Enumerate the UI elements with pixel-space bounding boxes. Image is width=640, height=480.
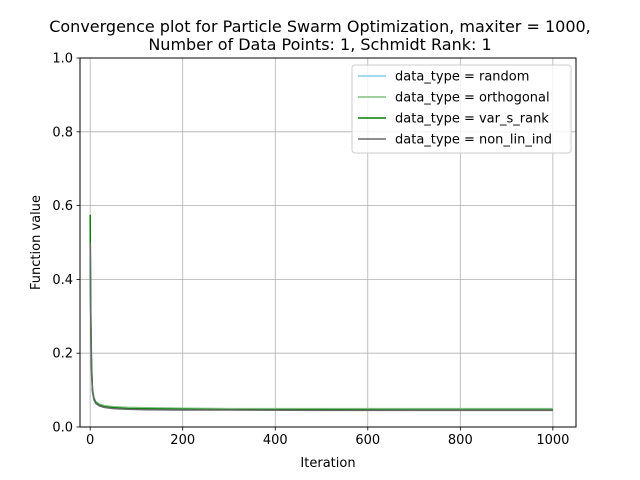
series-lines — [89, 214, 553, 412]
plot-frame — [79, 57, 577, 428]
y-tick-label: 1.0 — [52, 52, 73, 67]
x-tick-label: 1000 — [536, 433, 569, 448]
y-tick-label: 0.2 — [52, 347, 73, 362]
x-tick-label: 200 — [170, 433, 195, 448]
chart-title-line-1: Convergence plot for Particle Swarm Opti… — [49, 17, 591, 36]
legend-box — [351, 64, 572, 154]
legend-label: data_type = var_s_rank — [395, 112, 549, 127]
x-axis-label: Iteration — [300, 456, 355, 471]
x-tick-label: 800 — [448, 433, 473, 448]
legend-label: data_type = random — [395, 70, 529, 85]
legend-label: data_type = non_lin_ind — [395, 133, 552, 148]
x-tick-label: 600 — [355, 433, 380, 448]
legend-label: data_type = orthogonal — [395, 91, 550, 106]
y-tick-label: 0.4 — [52, 273, 73, 288]
y-tick-label: 0.6 — [52, 199, 73, 214]
x-tick-label: 400 — [263, 433, 288, 448]
y-axis-label: Function value — [29, 195, 44, 290]
axis-ticks: 0 200 400 600 800 1000 0.0 0.2 0.4 0.6 0.8 1.0 — [52, 52, 569, 449]
y-tick-label: 0.0 — [52, 421, 73, 436]
chart-title-line-2: Number of Data Points: 1, Schmidt Rank: … — [148, 35, 491, 54]
x-tick-label: 0 — [86, 433, 94, 448]
legend: data_type = random data_type = orthogonal… — [351, 64, 572, 154]
y-tick-label: 0.8 — [52, 125, 73, 140]
series-line-4 — [89, 242, 553, 412]
